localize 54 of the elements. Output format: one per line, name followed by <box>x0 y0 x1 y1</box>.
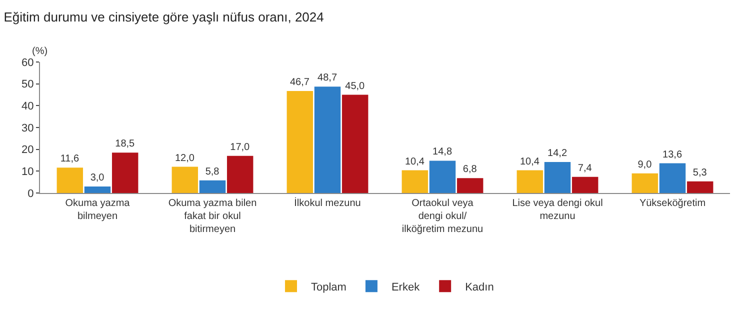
x-tick-label: Okuma yazma bilen fakat bir okul bitirmeyen <box>168 198 257 235</box>
bar <box>544 162 571 193</box>
bar <box>686 181 714 193</box>
data-label: 18,5 <box>115 138 136 150</box>
legend-label: Kadın <box>465 281 494 294</box>
y-tick-label: 20 <box>22 144 34 156</box>
bar <box>199 180 226 193</box>
data-label: 5,8 <box>205 166 220 178</box>
bar <box>342 94 368 193</box>
data-label: 7,4 <box>578 162 592 174</box>
x-tick-label: Lise veya dengi okul mezunu <box>512 198 603 222</box>
bar <box>286 91 314 193</box>
x-tick-label: Okuma yazma bilmeyen <box>65 198 130 222</box>
data-label: 12,0 <box>174 152 195 164</box>
y-tick-label: 0 <box>28 188 34 200</box>
y-tick-label: 10 <box>22 166 34 178</box>
x-tick-label: Yükseköğretim <box>639 198 706 209</box>
y-axis-title: (%) <box>32 46 48 57</box>
x-tick-label: İlkokul mezunu <box>294 197 361 209</box>
data-label: 46,7 <box>290 77 310 88</box>
bar <box>429 160 456 193</box>
bar <box>572 176 598 193</box>
data-label: 11,6 <box>60 154 80 165</box>
y-tick-label: 40 <box>22 100 34 113</box>
chart-title: Eğitim durumu ve cinsiyete göre yaşlı nüfus oranı, 2024 <box>4 10 324 25</box>
y-tick-label: 60 <box>22 56 34 69</box>
legend-label: Erkek <box>391 281 420 294</box>
y-tick-label: 30 <box>22 122 34 134</box>
data-label: 14,8 <box>432 146 452 158</box>
data-label: 10,4 <box>404 156 425 168</box>
bar <box>632 173 658 193</box>
data-label: 45,0 <box>345 80 366 92</box>
data-label: 17,0 <box>230 142 250 153</box>
bar <box>172 166 198 193</box>
bar <box>314 86 341 193</box>
bar <box>402 170 428 193</box>
bar <box>112 152 138 193</box>
data-label: 6,8 <box>462 164 478 176</box>
data-label: 5,3 <box>692 167 708 178</box>
legend-label: Toplam <box>311 281 346 294</box>
bar <box>226 156 254 193</box>
data-label: 48,7 <box>318 72 338 84</box>
data-label: 13,6 <box>662 149 682 160</box>
data-label: 9,0 <box>638 159 652 170</box>
x-tick-label: Ortaokul veya dengi okul/ ilköğretim mezunu <box>402 198 484 235</box>
bar <box>456 178 484 193</box>
bar <box>56 168 84 193</box>
data-label: 3,0 <box>90 172 105 184</box>
data-label: 10,4 <box>520 156 540 168</box>
bar <box>516 170 544 193</box>
bar <box>84 186 111 193</box>
y-tick-label: 50 <box>22 78 34 91</box>
data-label: 14,2 <box>548 148 568 159</box>
bar <box>659 163 686 193</box>
